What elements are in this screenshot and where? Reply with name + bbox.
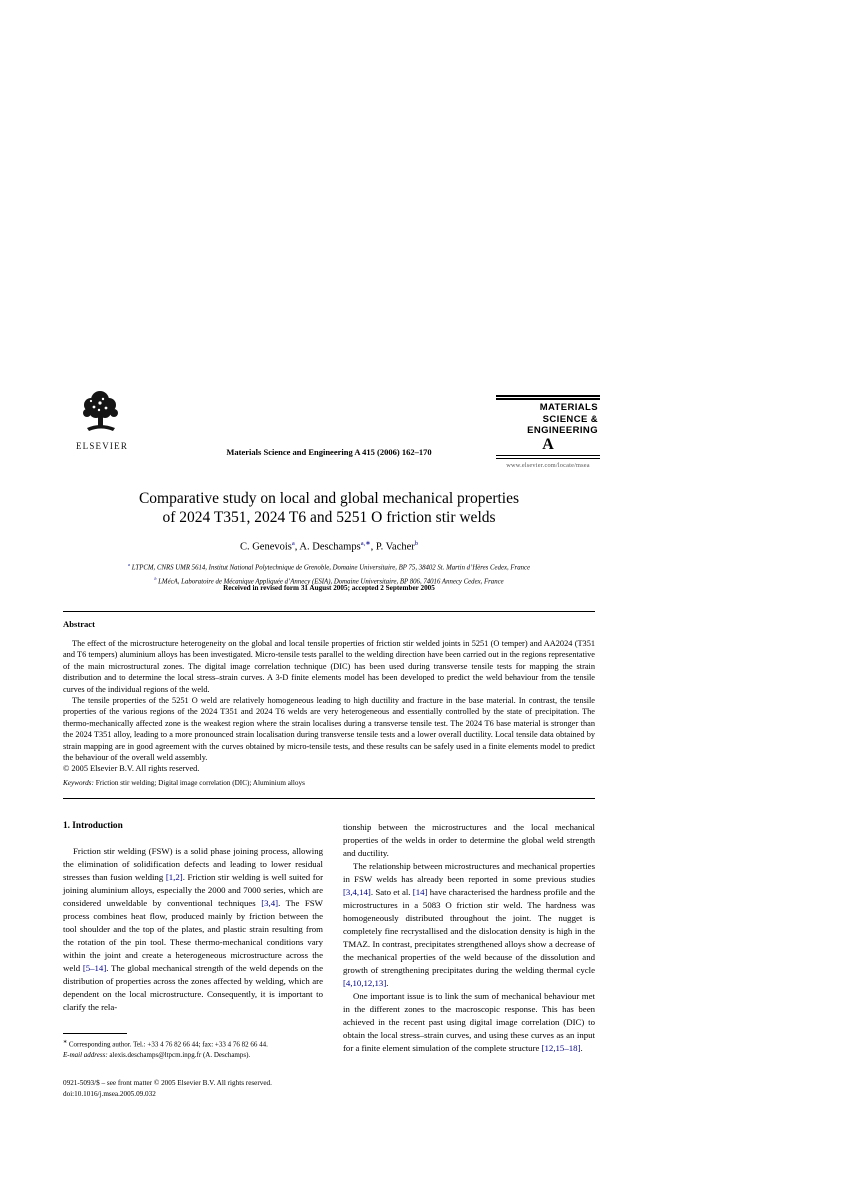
doi-line: doi:10.1016/j.msea.2005.09.032 [63,1089,156,1098]
journal-logo-box: MATERIALS SCIENCE & ENGINEERING A www.el… [496,395,600,469]
affiliation-a: a LTPCM, CNRS UMR 5614, Institut Nationa… [127,562,531,572]
logo-rule-bottom-1 [496,454,600,456]
page-content: ELSEVIER Materials Science and Engineeri… [63,0,600,1191]
divider-rule-top [63,611,595,612]
right-paragraph-1: tionship between the microstructures and… [343,822,595,858]
abstract-paragraph-2: The tensile properties of the 5251 O wel… [63,696,595,763]
reference-link[interactable]: [1,2] [165,872,183,882]
right-paragraph-3: One important issue is to link the sum o… [343,991,595,1053]
article-title: Comparative study on local and global me… [63,489,595,527]
corresponding-author-footnote: ∗ Corresponding author. Tel.: +33 4 76 8… [63,1033,323,1060]
footnote-rule [63,1033,127,1034]
reference-link[interactable]: [5–14] [82,963,107,973]
left-column: 1. Introduction Friction stir welding (F… [63,821,323,1014]
logo-rule-top-2 [496,398,600,400]
issn-front-matter-line: 0921-5093/$ – see front matter © 2005 El… [63,1079,272,1087]
abstract-paragraph-1: The effect of the microstructure heterog… [63,639,595,694]
right-paragraph-2: The relationship between microstructures… [343,861,595,988]
journal-logo-line3: ENGINEERING [527,425,598,436]
footnote-line2: E-mail address: alexis.deschamps@ltpcm.i… [63,1050,251,1059]
journal-citation-line: Materials Science and Engineering A 415 … [226,447,432,457]
journal-website-link[interactable]: www.elsevier.com/locate/msea [506,462,590,469]
imprint-block: 0921-5093/$ – see front matter © 2005 El… [63,1078,363,1099]
reference-link[interactable]: [3,4,14] [343,887,371,897]
journal-logo-line1: MATERIALS [539,402,598,413]
journal-logo-letter: A [542,435,554,453]
elsevier-tree-icon [83,391,118,431]
logo-rule-top-1 [496,395,600,397]
footnote-line1: ∗ Corresponding author. Tel.: +33 4 76 8… [63,1040,268,1049]
reference-link[interactable]: [4,10,12,13] [343,978,387,988]
author-list: C. Genevoisa, A. Deschampsa,∗, P. Vacher… [239,540,419,553]
section-heading-introduction: 1. Introduction [63,821,123,831]
article-title-line1: Comparative study on local and global me… [138,490,520,507]
elsevier-logo-text: ELSEVIER [75,441,129,451]
keywords-line: Keywords: Friction stir welding; Digital… [63,779,305,787]
reference-link[interactable]: [14] [412,887,428,897]
reference-link[interactable]: [12,15–18] [541,1043,581,1053]
reference-link[interactable]: [3,4] [261,898,279,908]
affiliations: a LTPCM, CNRS UMR 5614, Institut Nationa… [63,560,595,588]
abstract-body: The effect of the microstructure heterog… [63,638,595,775]
copyright-line: © 2005 Elsevier B.V. All rights reserved… [63,764,200,774]
received-dates-line: Received in revised form 31 August 2005;… [223,584,435,592]
logo-rule-bottom-2 [496,457,600,459]
affiliation-b: b LMécA, Laboratoire de Mécanique Appliq… [154,575,504,586]
abstract-heading: Abstract [63,619,95,629]
article-title-line2: of 2024 T351, 2024 T6 and 5251 O frictio… [162,509,496,526]
divider-rule-bottom [63,798,595,799]
right-column: tionship between the microstructures and… [343,821,595,1055]
intro-paragraph-1: Friction stir welding (FSW) is a solid p… [63,846,323,1012]
journal-logo-line2: SCIENCE & [542,413,598,425]
elsevier-logo: ELSEVIER [69,387,135,451]
